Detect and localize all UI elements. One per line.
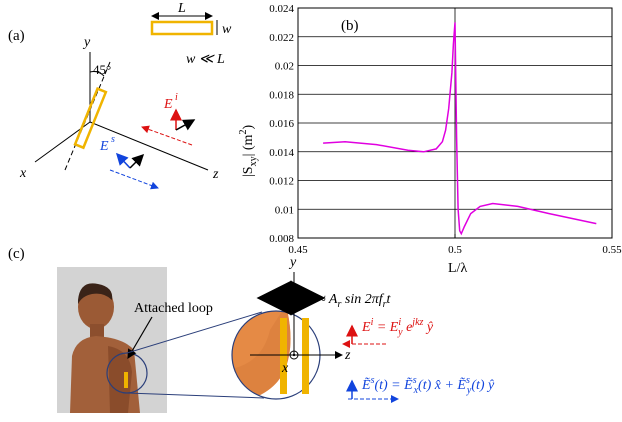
incident-field-label: E — [163, 97, 173, 112]
scattered-E-arrow — [115, 152, 131, 169]
angle-label: 45° — [93, 62, 111, 77]
zoom-line-bottom — [126, 392, 265, 399]
z-axis-label: z — [212, 167, 219, 182]
incident-k-arrow — [141, 125, 193, 146]
zoom-x-label: x — [281, 361, 289, 376]
zoom-z-label: z — [344, 348, 351, 363]
y-axis-label: |Sxy| (m2) — [238, 125, 259, 177]
svg-text:|Sxy| (m2): |Sxy| (m2) — [238, 125, 259, 177]
y-tick-label: 0.02 — [275, 61, 294, 73]
y-tick-label: 0.008 — [269, 233, 294, 245]
scattered-H-arrow — [129, 153, 145, 169]
scattered-k-arrow — [109, 169, 159, 190]
y-tick-label: 0.012 — [269, 176, 294, 188]
tilted-loop — [73, 87, 108, 150]
y-tick-label: 0.014 — [269, 147, 294, 159]
angle-arc — [89, 71, 105, 77]
vib-rhs: sin 2πf — [341, 292, 384, 307]
panel-c: (c) Attached loop y z — [8, 246, 495, 413]
panel-b: 0.008 0.01 0.012 0.014 0.016 0.018 0.02 0.022 0.… — [238, 3, 622, 276]
vib-lhs: ≈ A — [318, 292, 338, 307]
x-tick-label: 0.55 — [602, 244, 622, 256]
zoom-skin-shade — [232, 311, 291, 399]
vibration-equation: ≈ Ar sin 2πfrt — [318, 292, 392, 310]
ylabel-sup: 2 — [238, 130, 249, 135]
zoom-y-label: y — [288, 255, 297, 270]
zoom-loop-bar-right — [302, 318, 309, 394]
x-axis-label: x — [19, 166, 27, 181]
y-tick-label: 0.016 — [269, 118, 294, 130]
panel-b-label: (b) — [341, 18, 359, 34]
zoom-content — [232, 311, 291, 399]
y-ticks: 0.008 0.01 0.012 0.014 0.016 0.018 0.02 0.022 0.… — [269, 3, 294, 245]
panel-a-label: (a) — [8, 28, 25, 44]
y-tick-label: 0.01 — [275, 204, 294, 216]
person-neck — [90, 324, 104, 338]
y-tick-label: 0.024 — [269, 3, 294, 15]
scattered-field-label: E — [99, 139, 109, 154]
x-ticks: 0.45 0.5 0.55 — [288, 234, 622, 256]
zoom-loop-bar-left — [280, 318, 287, 394]
x-tick-label: 0.5 — [448, 244, 462, 256]
series-line — [323, 22, 597, 236]
incident-H-arrow — [175, 119, 196, 131]
scattered-field-sup: s — [111, 134, 115, 145]
dim-L-label: L — [177, 1, 186, 16]
loop-sketch — [150, 20, 214, 36]
condition-label: w ≪ L — [186, 52, 225, 67]
dim-w-label: w — [222, 22, 232, 37]
vib-end: t — [387, 292, 392, 307]
vib-sub: r — [337, 299, 341, 310]
person-hair — [78, 283, 113, 304]
ylabel-close: ) — [241, 125, 256, 130]
scattered-equation: Ẽs(t) = Ẽs x(t) x̂ + Ẽs y(t) ŷ — [361, 375, 495, 396]
zoom-line-top — [126, 311, 263, 354]
ylabel-unit: | (m — [241, 134, 256, 156]
y-tick-label: 0.022 — [269, 32, 294, 44]
incident-field-sup: i — [175, 92, 178, 103]
ylabel-sub: xy — [248, 156, 259, 166]
y-axis-label: y — [82, 35, 91, 50]
y-tick-label: 0.018 — [269, 89, 294, 101]
panel-c-label: (c) — [8, 246, 25, 262]
attached-loop-mark — [124, 372, 128, 388]
ylabel-main: |S — [241, 166, 256, 177]
x-axis-label: L/λ — [448, 261, 467, 276]
vib-sub2: r — [383, 299, 387, 310]
person-head — [78, 285, 114, 329]
incident-equation: Ei = Ei y ejkz ŷ — [361, 317, 434, 338]
x-tick-label: 0.45 — [288, 244, 308, 256]
zoom-x-out-dot — [292, 353, 296, 357]
attached-loop-label: Attached loop — [134, 301, 213, 316]
person-arm — [108, 346, 132, 413]
zoom-x-out-circle — [289, 350, 299, 360]
panel-a: (a) L w w ≪ L y x z 45° E i E s — [8, 1, 232, 190]
z-axis — [89, 121, 209, 171]
